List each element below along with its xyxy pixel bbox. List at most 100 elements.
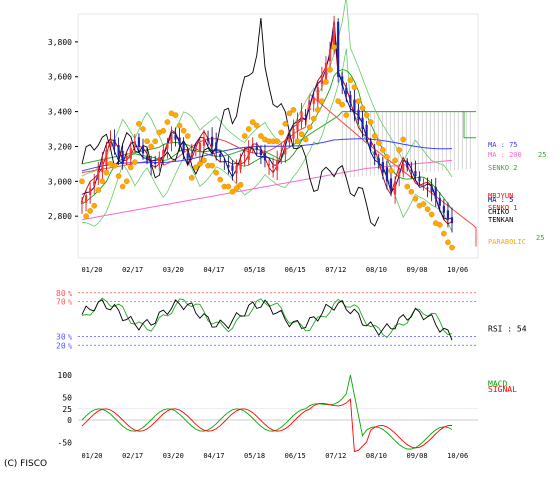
parabolic-dot xyxy=(249,119,256,125)
candle-body xyxy=(357,109,360,121)
candle-body xyxy=(145,156,149,161)
candle-body xyxy=(170,136,173,144)
macd-x-tick-label: 04/17 xyxy=(203,452,224,460)
candle-body xyxy=(446,210,450,220)
price-legend-item: SENKO 2 xyxy=(488,164,518,172)
candle-body xyxy=(239,160,242,170)
candle-body xyxy=(117,144,120,156)
parabolic-dot xyxy=(233,185,240,192)
candle-body xyxy=(251,144,254,146)
parabolic-dot xyxy=(180,127,187,134)
candle-body xyxy=(255,147,258,150)
copyright-text: (C) FISCO xyxy=(4,459,48,469)
parabolic-dot xyxy=(445,239,451,246)
rsi-y-tick-label: 70 xyxy=(56,298,66,307)
candle-body xyxy=(284,146,287,155)
parabolic-dot xyxy=(351,84,358,91)
candle-body xyxy=(377,158,380,164)
parabolic-dot xyxy=(119,183,126,190)
parabolic-dot xyxy=(91,202,98,209)
candle-body xyxy=(296,120,299,131)
parabolic-dot xyxy=(359,105,366,111)
candle-body xyxy=(430,185,433,192)
price-y-tick-label: 3,400 xyxy=(48,108,72,117)
parabolic-dot xyxy=(83,213,89,220)
ma5-line xyxy=(81,20,453,220)
candle-body xyxy=(206,138,210,142)
parabolic-dot xyxy=(278,129,285,136)
parabolic-dot xyxy=(298,131,305,138)
candle-body xyxy=(422,184,425,187)
macd-x-tick-label: 03/20 xyxy=(163,452,184,460)
macd-x-tick-label: 05/18 xyxy=(244,452,265,460)
price-legend-item: 25 xyxy=(536,234,544,242)
candle-body xyxy=(341,76,344,86)
candle-body xyxy=(125,156,128,161)
parabolic-dot xyxy=(339,101,346,108)
parabolic-dot xyxy=(209,162,215,169)
price-x-tick-label: 01/20 xyxy=(81,266,102,274)
parabolic-dot xyxy=(140,126,146,132)
candle-body xyxy=(393,181,397,195)
parabolic-dot xyxy=(213,169,220,176)
candle-body xyxy=(389,178,393,191)
rsi-line-green xyxy=(81,297,453,339)
candle-body xyxy=(109,139,112,146)
candle-body xyxy=(231,165,234,171)
parabolic-dot xyxy=(384,154,390,160)
candle-body xyxy=(97,170,100,180)
candle-body xyxy=(101,160,104,173)
parabolic-dot xyxy=(412,195,419,202)
parabolic-dot xyxy=(111,162,118,169)
macd-y-tick-label: -50 xyxy=(58,439,73,448)
price-legend-item: CHIKO xyxy=(488,208,509,216)
candle-body xyxy=(198,142,202,152)
candle-body xyxy=(178,137,181,145)
parabolic-dot xyxy=(396,147,402,153)
macd-x-tick-label: 09/08 xyxy=(407,452,428,460)
macd-legend-label: MACD xyxy=(488,379,507,388)
parabolic-dot xyxy=(148,143,154,150)
parabolic-dot xyxy=(380,147,386,153)
candle-body xyxy=(202,137,206,146)
macd-x-tick-label: 02/17 xyxy=(122,452,143,460)
macd-x-tick-label: 06/15 xyxy=(285,452,306,460)
ma75-line xyxy=(81,138,453,172)
parabolic-dot xyxy=(282,120,289,127)
candle-body xyxy=(211,136,214,147)
parabolic-dot xyxy=(229,188,236,195)
parabolic-dot xyxy=(436,222,443,228)
parabolic-dot xyxy=(192,164,199,171)
parabolic-dot xyxy=(237,181,244,188)
candle-body xyxy=(450,217,454,224)
parabolic-dot xyxy=(388,168,394,174)
parabolic-dot xyxy=(103,169,110,176)
rsi-y-tick-label: 80 xyxy=(56,289,66,298)
price-plot-frame xyxy=(77,13,479,259)
parabolic-dot xyxy=(428,211,435,218)
candle-body xyxy=(162,149,165,158)
rsi-y-tick-label: 20 xyxy=(56,341,66,350)
parabolic-dot xyxy=(347,77,354,84)
candle-body xyxy=(434,186,437,199)
price-legend-item: MA : 75 xyxy=(488,141,518,149)
rsi-legend-label: RSI : 54 xyxy=(488,324,527,333)
parabolic-dot xyxy=(441,230,447,237)
candle-body xyxy=(410,169,413,171)
price-x-tick-label: 09/08 xyxy=(407,266,428,274)
macd-y-tick-label: 50 xyxy=(62,394,72,403)
candle-body xyxy=(426,187,429,189)
tenkan-line xyxy=(81,29,453,225)
parabolic-dot xyxy=(302,136,309,143)
parabolic-dot xyxy=(152,138,159,145)
candle-body xyxy=(105,149,108,166)
candle-body xyxy=(316,87,319,102)
parabolic-dot xyxy=(367,119,374,125)
price-y-tick-label: 3,600 xyxy=(48,73,72,82)
parabolic-dot xyxy=(294,138,301,145)
parabolic-dot xyxy=(160,127,167,134)
price-x-tick-label: 05/18 xyxy=(244,266,265,274)
parabolic-dot xyxy=(79,178,85,185)
